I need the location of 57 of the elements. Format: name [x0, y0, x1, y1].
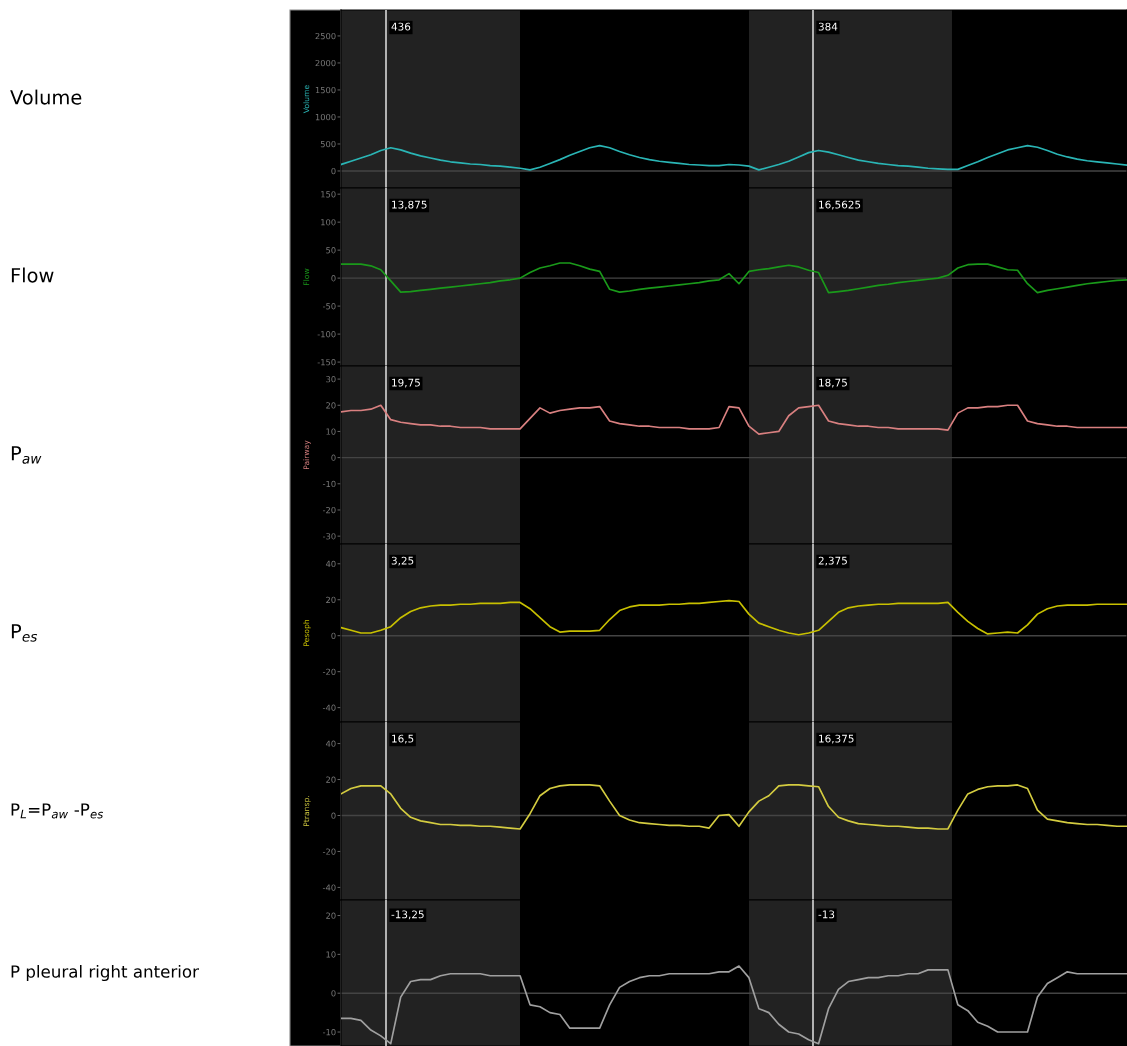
y-tick-label: 0: [331, 454, 336, 461]
annotation: -13,25: [391, 910, 424, 920]
y-tick-label: -20: [322, 668, 336, 675]
annotation: 13,875: [392, 200, 427, 210]
y-tick-label: 0: [331, 275, 336, 282]
y-tick-label: 50: [326, 247, 336, 254]
y-tick-label: -150: [317, 359, 336, 366]
y-tick-label: 1500: [315, 86, 336, 94]
line-series: [341, 599, 1127, 636]
line-series: [341, 144, 1127, 171]
annotation: 2,375: [818, 556, 847, 566]
y-tick-label: 0: [331, 812, 336, 819]
y-tick-label: -20: [322, 848, 336, 855]
y-tick-label: 1000: [315, 113, 336, 121]
line-series: [341, 404, 1127, 435]
y-tick-label: 20: [326, 402, 336, 409]
y-axis-title: P pleural right anterior: [11, 964, 199, 982]
y-tick-label: 20: [326, 776, 336, 783]
y-tick-label: 20: [326, 912, 336, 919]
annotation: 16,5: [392, 734, 414, 744]
line-series: [341, 784, 1127, 830]
y-tick-label: 0: [331, 990, 336, 997]
y-axis-title: Flow: [11, 267, 54, 283]
line-series: [341, 262, 1127, 294]
annotation: 384: [818, 22, 838, 31]
y-tick-label: 10: [326, 951, 336, 958]
y-tick-label: 100: [321, 219, 336, 226]
y-axis-title: P$_{aw}$: [11, 446, 42, 464]
annotation: 3,25: [391, 556, 414, 566]
y-tick-label: -10: [322, 480, 336, 488]
y-tick-label: -40: [322, 704, 336, 711]
y-axis-title: Volume: [10, 89, 82, 105]
y-tick-label: 10: [326, 428, 336, 435]
y-axis-title: P$_{L}$=P$_{aw}$ -P$_{es}$: [11, 803, 104, 819]
y-tick-label: 2500: [315, 32, 336, 40]
y-tick-label: -40: [322, 884, 336, 891]
y-tick-label: 40: [325, 560, 336, 568]
y-tick-label: -10: [322, 1029, 336, 1036]
y-tick-label: 2000: [315, 59, 336, 67]
y-tick-label: 40: [325, 740, 336, 747]
annotation: 18,75: [819, 378, 847, 388]
y-tick-label: -100: [317, 331, 336, 338]
annotation: 16,375: [819, 734, 854, 744]
y-tick-label: -50: [322, 303, 336, 310]
y-tick-label: 0: [331, 632, 336, 639]
annotation: -13: [818, 910, 835, 919]
annotation: 19,75: [392, 378, 420, 388]
y-tick-label: 20: [326, 596, 336, 604]
y-tick-label: 0: [331, 167, 336, 175]
y-tick-label: -20: [322, 506, 336, 514]
y-tick-label: 500: [320, 140, 336, 148]
annotation: 16,5625: [819, 200, 861, 210]
y-tick-label: 30: [326, 376, 336, 383]
y-tick-label: -30: [322, 533, 336, 540]
y-axis-title: P$_{es}$: [11, 624, 38, 642]
y-tick-label: 150: [321, 191, 336, 198]
annotation: 436: [391, 22, 411, 31]
